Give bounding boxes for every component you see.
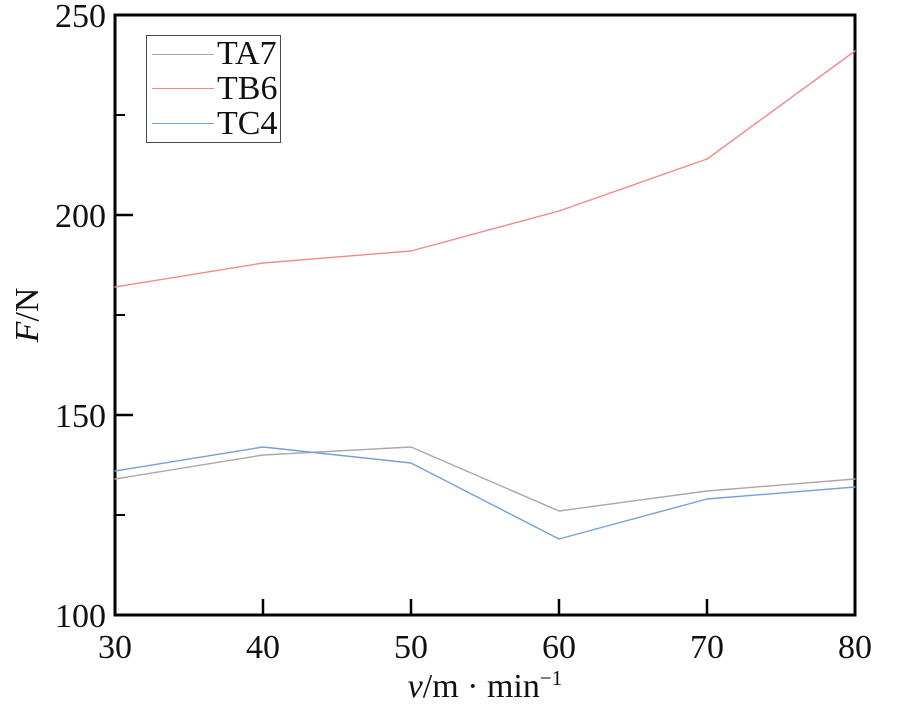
series-line-TC4 <box>114 446 856 540</box>
y-axis-variable: F <box>9 321 46 343</box>
x-axis-title: v/m · min−1 <box>408 666 563 706</box>
x-tick-label: 30 <box>98 629 132 666</box>
y-tick-label: 100 <box>55 598 106 635</box>
legend-line-swatch <box>152 88 214 90</box>
legend-line-swatch <box>152 123 214 125</box>
x-tick-label: 40 <box>246 629 280 666</box>
series-line-TB6 <box>114 50 856 288</box>
legend: TA7 TB6 TC4 <box>146 35 281 143</box>
legend-line-swatch <box>152 53 214 55</box>
y-axis-unit: /N <box>9 287 46 322</box>
series-line-TA7 <box>114 446 856 512</box>
legend-item-TA7: TA7 <box>152 37 280 71</box>
legend-label: TC4 <box>217 104 278 142</box>
x-axis-exponent: −1 <box>539 665 563 690</box>
x-tick-label: 70 <box>690 629 724 666</box>
legend-item-TC4: TC4 <box>152 104 280 142</box>
y-tick-label: 150 <box>55 398 106 435</box>
x-axis-unit: /m · min <box>422 668 540 706</box>
y-axis-title: F/N <box>9 288 47 343</box>
x-tick-label: 80 <box>838 629 872 666</box>
legend-label: TB6 <box>217 69 278 107</box>
y-tick-label: 250 <box>55 0 106 35</box>
legend-item-TB6: TB6 <box>152 69 280 107</box>
x-tick-label: 50 <box>394 629 428 666</box>
x-axis-variable: v <box>407 668 423 706</box>
legend-label: TA7 <box>217 35 277 73</box>
x-tick-label: 60 <box>542 629 576 666</box>
y-tick-label: 200 <box>55 198 106 235</box>
